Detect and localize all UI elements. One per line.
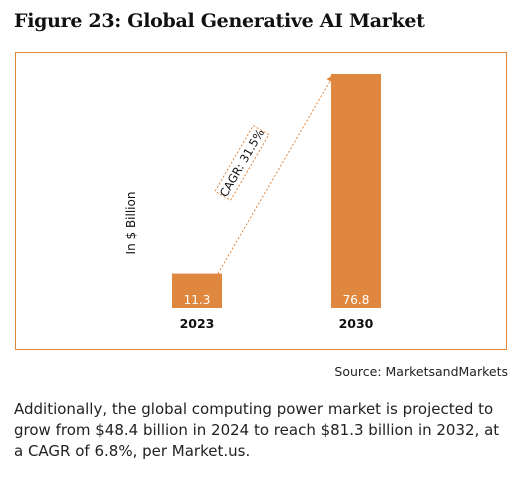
x-tick-2030: 2030: [339, 316, 374, 331]
cagr-label: CAGR: 31.5%: [217, 126, 268, 199]
source-note: Source: MarketsandMarkets: [334, 364, 508, 379]
data-label-2030: 76.8: [343, 293, 370, 307]
body-paragraph: Additionally, the global computing power…: [14, 400, 500, 460]
y-axis-label: In $ Billion: [124, 192, 138, 255]
data-label-2023: 11.3: [184, 293, 211, 307]
bar-chart: In $ Billion 11.3 2023 76.8 2030 CAGR: 31.5…: [124, 74, 381, 331]
bar-2023: [172, 273, 222, 308]
figure-title: Figure 23: Global Generative AI Market: [14, 10, 425, 32]
x-tick-2023: 2023: [180, 316, 215, 331]
chart-frame: In $ Billion 11.3 2023 76.8 2030 CAGR: 31.5…: [15, 52, 507, 350]
bars-layer: 11.3 2023 76.8 2030: [172, 74, 381, 331]
bar-2030: [331, 74, 381, 308]
cagr-label-group: CAGR: 31.5%: [214, 124, 270, 201]
cagr-annotation: CAGR: 31.5%: [214, 74, 335, 274]
